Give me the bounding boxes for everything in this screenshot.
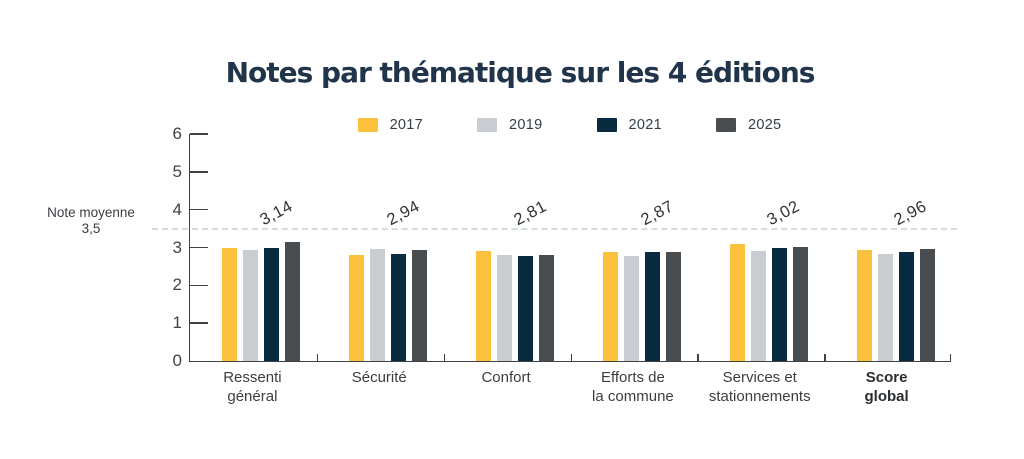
bar-2017 [222,247,238,361]
bar-2025 [539,254,555,361]
legend-label: 2017 [389,117,424,133]
legend-swatch-2019 [477,118,498,132]
x-tick [316,354,319,361]
bar-2019 [370,248,386,361]
y-tick [190,284,208,287]
legend-swatch-2025 [715,118,736,132]
value-label: 2,96 [891,197,930,230]
category-label: Score global [864,369,909,405]
category-label: Confort [481,369,531,386]
bar-2019 [750,250,766,361]
value-label: 3,14 [257,197,296,230]
x-tick [697,354,699,361]
bar-2017 [349,255,365,361]
y-tick-label: 3 [172,237,182,257]
bar-2021 [771,247,787,361]
y-tick-label: 6 [172,124,182,143]
y-tick-label: 0 [172,351,182,370]
x-tick [570,354,572,361]
legend-item-2021: 2021 [596,117,662,133]
x-tick [949,354,951,361]
category-label: Ressenti général [223,369,282,405]
plot-area: 3,14 2,94 2,81 2,87 3,02 2,96 [189,133,951,362]
reference-line [152,227,957,230]
bar-2021 [898,251,914,361]
legend-item-2019: 2019 [477,117,542,133]
y-tick [190,133,208,135]
legend-label: 2021 [628,117,662,133]
x-tick [443,354,446,361]
legend-swatch-2021 [596,118,617,132]
legend-label: 2019 [509,117,543,133]
y-tick-label: 1 [172,313,182,333]
bar-2019 [623,255,639,361]
value-label: 2,87 [637,197,677,230]
chart-title: Notes par thématique sur les 4 éditions [225,56,816,89]
category-label: Services et stationnements [708,369,811,405]
y-tick-label: 2 [172,275,182,295]
bar-2021 [518,256,534,361]
y-tick-label: 4 [172,199,182,219]
y-tick [190,246,208,249]
bar-2017 [856,250,872,361]
bar-2025 [412,249,428,361]
bar-2021 [644,252,660,361]
bar-2019 [497,255,513,361]
category-label: Sécurité [351,369,407,386]
legend-label: 2025 [747,117,782,133]
bar-2019 [877,254,893,361]
bar-2017 [729,244,745,361]
bar-2025 [792,246,808,361]
y-tick [190,322,208,324]
bar-2017 [476,250,492,361]
bar-2021 [391,254,407,361]
bar-2025 [285,242,301,361]
bar-2019 [243,250,259,361]
legend-swatch-2017 [357,118,378,132]
bar-2021 [264,247,280,361]
bar-2017 [602,252,618,361]
reference-line-label: Note moyenne 3,5 [47,205,135,236]
value-label: 3,02 [764,197,803,230]
value-label: 2,94 [383,197,423,230]
bar-2025 [919,249,935,361]
y-tick [190,208,208,211]
y-tick-label: 5 [172,161,182,181]
x-tick [824,354,826,361]
legend-item-2017: 2017 [357,117,424,133]
legend-item-2025: 2025 [715,117,782,133]
legend: 2017 2019 2021 2025 [189,115,950,135]
y-tick [190,171,208,173]
bar-2025 [665,252,681,361]
category-label: Efforts de la commune [592,369,674,405]
value-label: 2,81 [510,197,550,230]
